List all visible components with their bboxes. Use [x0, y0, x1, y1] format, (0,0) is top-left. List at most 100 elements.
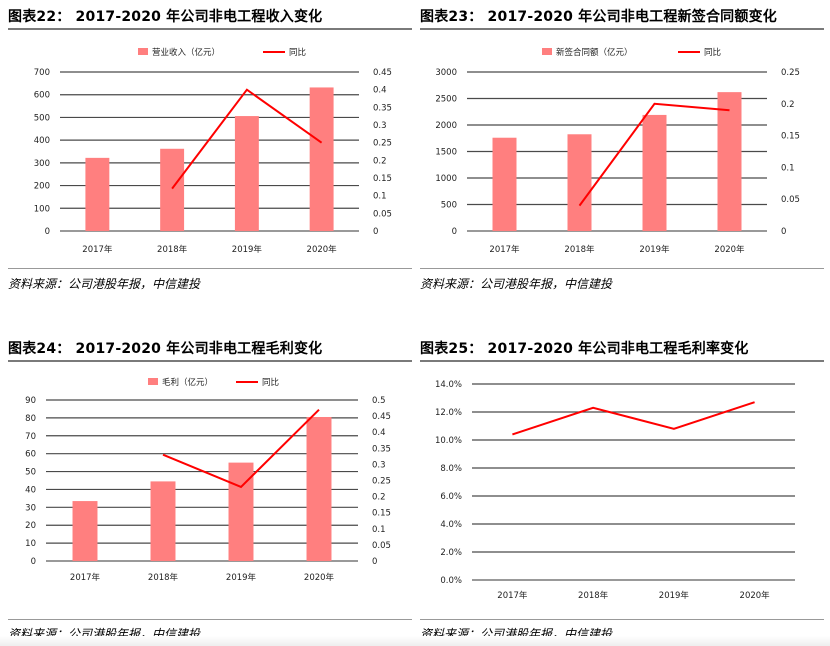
y2-tick-label: 0.3: [372, 460, 386, 470]
y2-tick-label: 0.2: [781, 100, 795, 110]
x-tick-label: 2018年: [578, 590, 609, 601]
legend-label: 毛利（亿元）: [162, 377, 213, 388]
legend-label: 营业收入（亿元）: [152, 47, 220, 58]
source-note: 资料来源：公司港股年报，中信建投: [8, 277, 201, 291]
bar: [309, 87, 334, 231]
y-tick-label: 50: [25, 468, 36, 478]
x-tick-label: 2017年: [497, 590, 528, 601]
source-rule: [420, 268, 824, 269]
y-tick-label: 20: [25, 521, 36, 531]
legend-label: 同比: [289, 47, 306, 58]
chart-panel-23: 图表23： 2017-2020 年公司非电工程新签合同额变化 0 500 1000 1…: [420, 6, 824, 298]
y2-tick-label: 0.05: [372, 541, 391, 551]
y-tick-label: 10.0%: [435, 436, 462, 446]
y-tick-label: 1000: [435, 174, 457, 184]
series-line: [171, 88, 323, 190]
source-rule: [8, 268, 412, 269]
bar: [717, 92, 742, 231]
y2-tick-label: 0.05: [373, 209, 392, 219]
y-tick-label: 0: [31, 557, 36, 567]
x-tick-label: 2017年: [82, 244, 113, 255]
chart-22: 0 100 200 300 400 500 600 700 0 0.05 0.1 0.15 0.2 0.2…: [34, 47, 392, 255]
series-line: [578, 102, 730, 207]
x-tick-label: 2020年: [714, 244, 745, 255]
y-tick-label: 100: [34, 204, 50, 214]
y-tick-label: 600: [34, 91, 50, 101]
chart-title: 图表24： 2017-2020 年公司非电工程毛利变化: [8, 341, 323, 357]
y2-tick-label: 0.1: [372, 525, 386, 535]
legend-label: 新签合同额（亿元）: [556, 47, 633, 58]
x-tick-label: 2019年: [639, 244, 670, 255]
y-tick-label: 0: [45, 227, 50, 237]
legend-label: 同比: [704, 47, 721, 58]
y-tick-label: 300: [34, 159, 50, 169]
x-tick-label: 2020年: [304, 572, 335, 583]
y2-tick-label: 0.2: [372, 493, 386, 503]
y2-tick-label: 0: [372, 557, 377, 567]
x-tick-label: 2018年: [564, 244, 595, 255]
y2-tick-label: 0.4: [373, 86, 387, 96]
title-rule: [8, 28, 412, 30]
y2-tick-label: 0.35: [373, 103, 392, 113]
legend-swatch-bar: [542, 48, 552, 55]
y-tick-label: 12.0%: [435, 408, 462, 418]
chart-23: 0 500 1000 1500 2000 2500 3000 0 0.05 0.1 0.15 0.2 0…: [435, 47, 800, 255]
y-tick-label: 2.0%: [440, 548, 462, 558]
x-tick-label: 2020年: [740, 590, 771, 601]
legend-swatch-bar: [138, 48, 148, 55]
chart-25: 0.0% 2.0% 4.0% 6.0% 8.0% 10.0% 12.0% 14.0% 2017年…: [435, 380, 795, 601]
bar: [72, 501, 98, 561]
x-tick-label: 2018年: [148, 572, 179, 583]
y-tick-label: 1500: [435, 148, 457, 158]
y2-tick-label: 0.15: [373, 174, 392, 184]
x-tick-label: 2017年: [70, 572, 101, 583]
y2-tick-label: 0.4: [372, 428, 386, 438]
bar: [85, 157, 110, 231]
y-tick-label: 2500: [435, 95, 457, 105]
y2-tick-label: 0.5: [372, 396, 386, 406]
bar: [306, 416, 332, 561]
y-tick-label: 0: [452, 227, 457, 237]
x-tick-label: 2018年: [157, 244, 188, 255]
y-tick-label: 40: [25, 485, 36, 495]
x-tick-label: 2020年: [307, 244, 338, 255]
y-tick-label: 30: [25, 503, 36, 513]
y-tick-label: 14.0%: [435, 380, 462, 390]
y-tick-label: 200: [34, 182, 50, 192]
series-line: [512, 401, 755, 436]
y2-tick-label: 0: [781, 227, 786, 237]
y2-tick-label: 0.1: [373, 192, 387, 202]
y2-tick-label: 0.2: [373, 156, 387, 166]
chart-title: 图表25： 2017-2020 年公司非电工程毛利率变化: [420, 341, 749, 357]
x-tick-label: 2019年: [232, 244, 263, 255]
y2-tick-label: 0.25: [373, 139, 392, 149]
y-tick-label: 700: [34, 68, 50, 78]
y-tick-label: 400: [34, 136, 50, 146]
chart-panel-22: 图表22： 2017-2020 年公司非电工程收入变化 0 100 200 300 40…: [8, 6, 412, 298]
bar: [567, 134, 592, 231]
y-tick-label: 8.0%: [440, 464, 462, 474]
y-tick-label: 500: [34, 113, 50, 123]
y-tick-label: 60: [25, 450, 36, 460]
y2-tick-label: 0.45: [373, 68, 392, 78]
y-tick-label: 0.0%: [440, 576, 462, 586]
y-tick-label: 10: [25, 539, 36, 549]
y-tick-label: 4.0%: [440, 520, 462, 530]
y2-tick-label: 0.25: [372, 477, 391, 487]
bar: [150, 481, 176, 561]
y-tick-label: 90: [25, 396, 36, 406]
title-rule: [420, 28, 824, 30]
y-tick-label: 500: [441, 201, 457, 211]
x-tick-label: 2019年: [659, 590, 690, 601]
y-tick-label: 6.0%: [440, 492, 462, 502]
chart-title: 图表22： 2017-2020 年公司非电工程收入变化: [8, 9, 323, 25]
y2-tick-label: 0.15: [781, 132, 800, 142]
title-rule: [8, 360, 412, 362]
chart-title: 图表23： 2017-2020 年公司非电工程新签合同额变化: [420, 9, 777, 25]
legend-swatch-bar: [148, 378, 158, 385]
title-rule: [420, 360, 824, 362]
source-rule: [420, 619, 824, 620]
y2-tick-label: 0.35: [372, 444, 391, 454]
y2-tick-label: 0.45: [372, 412, 391, 422]
y-tick-label: 2000: [435, 121, 457, 131]
